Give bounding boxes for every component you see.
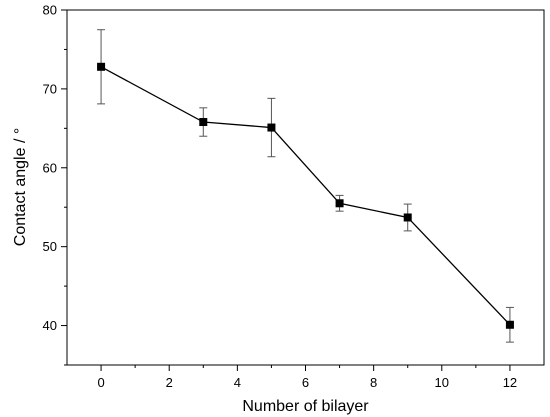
x-tick-label: 10 [435, 375, 449, 390]
error-bars [97, 29, 514, 343]
data-point-marker [403, 213, 412, 222]
data-point-marker [335, 199, 344, 208]
x-tick-label: 2 [166, 375, 173, 390]
series-line [100, 66, 511, 326]
x-tick-label: 6 [302, 375, 309, 390]
x-tick-label: 8 [370, 375, 377, 390]
plot-frame [66, 9, 545, 366]
data-point-marker [267, 123, 276, 132]
x-axis-ticks: 0 2 4 6 8 10 12 [97, 365, 517, 390]
y-axis-ticks: 40 50 60 70 80 [43, 3, 67, 366]
data-point-marker [97, 62, 106, 71]
y-tick-label: 50 [43, 239, 57, 254]
x-axis-title: Number of bilayer [242, 398, 369, 415]
x-tick-label: 0 [97, 375, 104, 390]
x-tick-label: 4 [234, 375, 241, 390]
data-point-marker [199, 118, 208, 127]
data-markers [97, 62, 514, 329]
y-tick-label: 70 [43, 81, 57, 96]
y-tick-label: 80 [43, 3, 57, 18]
data-point-marker [505, 320, 514, 329]
y-tick-label: 60 [43, 160, 57, 175]
y-axis-title: Contact angle / ° [12, 128, 29, 246]
y-tick-label: 40 [43, 318, 57, 333]
x-tick-label: 12 [503, 375, 517, 390]
